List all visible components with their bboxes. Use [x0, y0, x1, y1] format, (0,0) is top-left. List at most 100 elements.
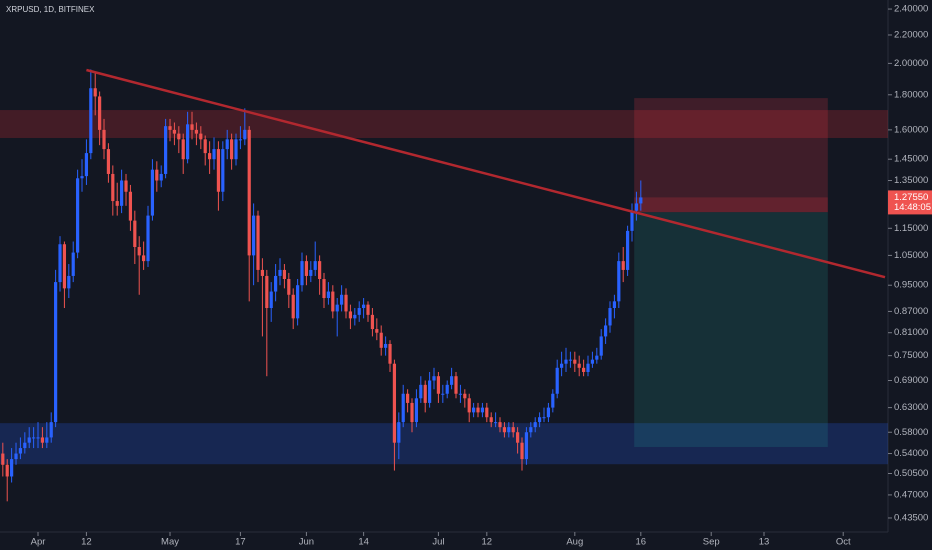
candle-body	[234, 139, 238, 160]
candle-body	[612, 301, 617, 309]
candle-body	[401, 393, 405, 423]
candle-body	[1, 453, 5, 465]
candle-body	[225, 139, 229, 150]
x-tick-label: 17	[235, 537, 246, 548]
candle-body	[599, 336, 603, 356]
candle-body	[313, 261, 317, 270]
candle-body	[520, 442, 524, 460]
countdown: 14:48:05	[894, 202, 931, 213]
candle-body	[269, 291, 273, 309]
candle-body	[45, 437, 49, 443]
y-tick-label: 0.43500	[894, 512, 928, 523]
candle-body	[300, 261, 304, 286]
candle-body	[546, 407, 551, 418]
candle-body	[150, 169, 155, 216]
candle-body	[498, 422, 502, 428]
candle-body	[58, 244, 62, 283]
zone	[0, 423, 888, 465]
candle-body	[489, 417, 493, 423]
candle-body	[304, 261, 309, 276]
candle-body	[397, 422, 401, 443]
y-tick-label: 0.81000	[894, 327, 928, 338]
candle-body	[626, 230, 630, 270]
candles	[1, 69, 643, 502]
candle-body	[472, 407, 476, 413]
candle-body	[476, 407, 480, 413]
candle-body	[98, 96, 102, 130]
candle-body	[494, 422, 498, 424]
candle-body	[436, 376, 441, 394]
candle-body	[568, 359, 573, 361]
candle-body	[128, 191, 133, 221]
x-tick-label: Sep	[703, 537, 720, 548]
candle-body	[595, 355, 599, 360]
candle-body	[67, 275, 71, 289]
candle-body	[84, 153, 89, 177]
candle-body	[542, 417, 546, 419]
candle-body	[639, 197, 643, 204]
candle-body	[260, 269, 265, 276]
candle-body	[366, 304, 370, 315]
x-tick-label: 12	[81, 537, 92, 548]
candle-body	[23, 442, 27, 449]
candle-body	[27, 437, 31, 443]
candle-body	[414, 398, 419, 423]
candle-body	[621, 261, 625, 270]
candle-body	[194, 129, 199, 134]
candle-body	[608, 308, 612, 326]
candle-body	[463, 393, 467, 399]
candle-body	[357, 308, 361, 315]
candle-body	[454, 376, 458, 394]
y-tick-label: 1.05000	[894, 250, 928, 261]
x-tick-label: Oct	[836, 537, 851, 548]
candle-body	[480, 407, 485, 413]
y-tick-label: 0.47000	[894, 489, 928, 500]
candle-body	[287, 279, 291, 295]
candle-body	[344, 294, 348, 312]
candle-body	[124, 180, 128, 192]
candle-body	[76, 178, 80, 253]
candle-body	[348, 311, 353, 319]
candle-body	[560, 363, 564, 368]
candle-body	[54, 282, 58, 423]
candle-body	[375, 329, 379, 333]
candle-body	[586, 363, 590, 372]
candle-body	[577, 363, 581, 368]
candle-body	[370, 314, 375, 330]
candle-body	[516, 432, 520, 443]
candle-body	[256, 215, 260, 270]
candle-body	[80, 176, 84, 179]
candle-body	[511, 427, 515, 433]
y-tick-label: 0.69000	[894, 375, 928, 386]
candle-body	[199, 133, 203, 140]
candle-body	[5, 464, 9, 477]
open-pnl-area	[634, 197, 828, 213]
candle-body	[326, 291, 331, 299]
candle-body	[120, 180, 124, 206]
candle-body	[252, 215, 256, 256]
candle-body	[617, 261, 621, 302]
x-tick-label: 14	[358, 537, 369, 548]
candle-body	[137, 246, 141, 256]
y-tick-label: 0.54000	[894, 448, 928, 459]
candle-body	[467, 398, 471, 413]
axes: 2.40000 2.20000 2.00000 1.80000 1.60000 1.450…	[31, 4, 932, 548]
target-area	[634, 212, 828, 447]
candle-body	[529, 427, 533, 433]
candle-body	[296, 285, 300, 319]
x-tick-label: 12	[482, 537, 493, 548]
candle-body	[190, 124, 194, 130]
candle-body	[291, 294, 295, 319]
candle-body	[278, 269, 282, 276]
candle-body	[93, 88, 97, 97]
y-tick-label: 0.87000	[894, 306, 928, 317]
x-tick-label: Jun	[299, 537, 314, 548]
trendline	[86, 68, 886, 279]
candle-body	[533, 422, 537, 428]
candle-body	[265, 275, 269, 309]
x-tick-label: Jul	[432, 537, 444, 548]
candle-body	[212, 149, 216, 160]
candle-body	[634, 203, 639, 211]
candle-body	[590, 359, 595, 364]
